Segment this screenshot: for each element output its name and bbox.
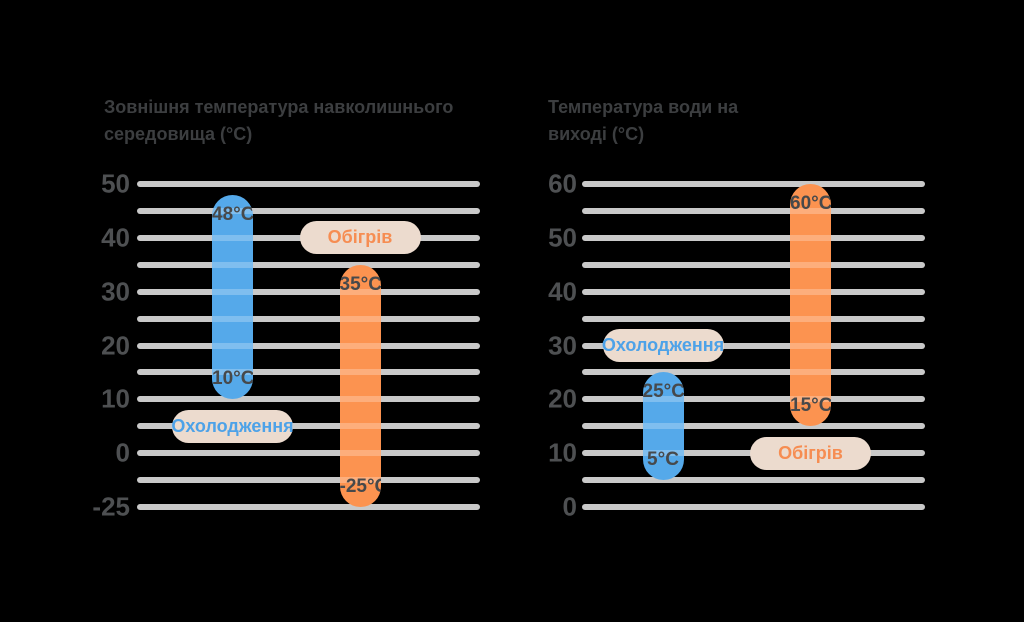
gridline-overlay bbox=[790, 342, 831, 349]
gridline bbox=[137, 315, 480, 322]
gridline-overlay bbox=[790, 261, 831, 268]
gridline-overlay bbox=[212, 207, 253, 214]
heating-badge-label: Обігрів bbox=[778, 442, 843, 463]
axis-tick-label: -25 bbox=[92, 491, 130, 522]
gridline-overlay bbox=[212, 288, 253, 295]
gridline-overlay bbox=[339, 369, 381, 376]
gridline-overlay bbox=[339, 342, 381, 349]
title-line: виході (°C) bbox=[548, 124, 645, 144]
axis-tick-label: 60 bbox=[548, 168, 577, 199]
gridline-overlay bbox=[790, 288, 831, 295]
axis-tick-label: 20 bbox=[101, 329, 130, 360]
gridline bbox=[137, 504, 480, 511]
bar-value-label-bottom: 10°C bbox=[212, 368, 253, 390]
cooling-bar: 48°C 10°C bbox=[212, 194, 253, 400]
gridline bbox=[137, 342, 480, 349]
axis-tick-label: 0 bbox=[562, 491, 577, 522]
bar-value-label-top: 48°C bbox=[212, 203, 253, 225]
axis-tick-label: 0 bbox=[115, 437, 130, 468]
axis-tick-label: 10 bbox=[548, 437, 577, 468]
bar-value-label-bottom: 15°C bbox=[790, 395, 831, 417]
gridline-overlay bbox=[212, 261, 253, 268]
heating-bar: 60°C 15°C bbox=[790, 184, 831, 427]
gridline-overlay bbox=[642, 423, 684, 430]
bar-value-label-top: 25°C bbox=[642, 381, 684, 403]
axis-tick-label: 50 bbox=[101, 168, 130, 199]
bar-value-label-top: 35°C bbox=[339, 273, 381, 295]
axis-tick-label: 10 bbox=[101, 383, 130, 414]
gridline bbox=[582, 423, 925, 430]
gridline-overlay bbox=[339, 477, 381, 484]
gridline-overlay bbox=[212, 234, 253, 241]
gridline bbox=[582, 288, 925, 295]
gridline-overlay bbox=[790, 234, 831, 241]
gridline-overlay bbox=[642, 450, 684, 457]
gridline-overlay bbox=[212, 342, 253, 349]
gridline bbox=[137, 396, 480, 403]
gridline-overlay bbox=[790, 207, 831, 214]
axis-tick-label: 30 bbox=[548, 329, 577, 360]
gridline bbox=[582, 477, 925, 484]
gridline bbox=[137, 423, 480, 430]
gridline bbox=[137, 181, 480, 187]
gridline-overlay bbox=[212, 315, 253, 322]
bar-value-label-top: 60°C bbox=[790, 193, 831, 214]
gridline bbox=[137, 288, 480, 295]
cooling-badge: Охолодження bbox=[171, 409, 294, 443]
heating-bar: 35°C -25°C bbox=[339, 264, 381, 508]
gridline bbox=[582, 315, 925, 322]
axis-tick-label: 40 bbox=[548, 276, 577, 307]
gridline-overlay bbox=[790, 315, 831, 322]
cooling-badge: Охолодження bbox=[601, 329, 725, 363]
gridline bbox=[582, 261, 925, 268]
title-line: Температура води на bbox=[548, 97, 739, 117]
title-line: середовища (°C) bbox=[104, 124, 253, 144]
gridline bbox=[582, 234, 925, 241]
gridline-overlay bbox=[339, 315, 381, 322]
gridline-overlay bbox=[642, 396, 684, 403]
gridline bbox=[137, 477, 480, 484]
heating-badge-label: Обігрів bbox=[327, 227, 393, 248]
bar-value-label-bottom: 5°C bbox=[647, 449, 679, 471]
cooling-badge-label: Охолодження bbox=[171, 415, 294, 436]
gridline bbox=[137, 261, 480, 268]
chart-title-ambient-temperature: Зовнішня температура навколишнього серед… bbox=[104, 94, 453, 148]
gridline bbox=[137, 207, 480, 214]
heating-badge: Обігрів bbox=[299, 221, 421, 255]
title-line: Зовнішня температура навколишнього bbox=[104, 97, 454, 117]
gridline bbox=[582, 207, 925, 214]
gridline bbox=[582, 504, 925, 511]
axis-tick-label: 50 bbox=[548, 222, 577, 253]
gridline-overlay bbox=[212, 369, 253, 376]
heating-badge: Обігрів bbox=[750, 436, 871, 470]
chart-title-outlet-water-temperature: Температура води на виході (°C) bbox=[548, 94, 738, 148]
gridline bbox=[137, 450, 480, 457]
gridline-overlay bbox=[339, 423, 381, 430]
axis-tick-label: 30 bbox=[101, 276, 130, 307]
gridline bbox=[582, 396, 925, 403]
gridline bbox=[137, 369, 480, 376]
gridline-overlay bbox=[339, 288, 381, 295]
gridline bbox=[582, 181, 925, 187]
gridline-overlay bbox=[339, 450, 381, 457]
gridline-overlay bbox=[790, 396, 831, 403]
gridline bbox=[582, 342, 925, 349]
gridline bbox=[582, 369, 925, 376]
cooling-badge-label: Охолодження bbox=[601, 335, 725, 356]
axis-tick-label: 40 bbox=[101, 222, 130, 253]
cooling-bar: 25°C 5°C bbox=[642, 372, 684, 481]
gridline-overlay bbox=[790, 369, 831, 376]
gridline-overlay bbox=[339, 396, 381, 403]
bar-value-label-bottom: -25°C bbox=[339, 476, 381, 498]
axis-tick-label: 20 bbox=[548, 383, 577, 414]
